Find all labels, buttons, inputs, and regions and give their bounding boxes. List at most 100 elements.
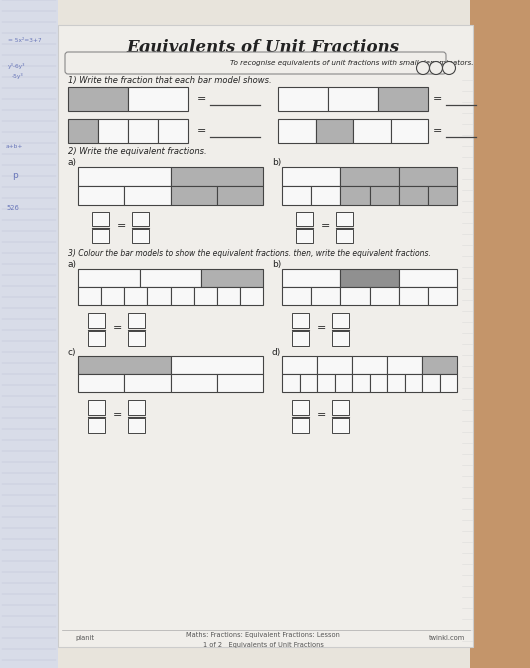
Text: 3) Colour the bar models to show the equivalent fractions. then, write the equiv: 3) Colour the bar models to show the equ… [68, 248, 431, 257]
Text: =: = [113, 323, 122, 333]
Bar [128, 400, 145, 415]
Bar [171, 287, 193, 305]
Bar [282, 186, 311, 205]
Bar [278, 87, 328, 111]
Bar [296, 229, 313, 243]
Bar [92, 212, 109, 226]
Bar [336, 212, 353, 226]
Bar [193, 287, 217, 305]
Text: =: = [434, 126, 443, 136]
Bar [78, 287, 101, 305]
Bar [340, 287, 369, 305]
Bar [439, 374, 457, 392]
Bar [282, 287, 311, 305]
Bar [78, 186, 124, 205]
Text: twinkl.com: twinkl.com [429, 635, 465, 641]
Text: b): b) [272, 261, 281, 269]
Bar [140, 269, 201, 287]
Text: 526: 526 [6, 205, 19, 211]
Text: 2) Write the equivalent fractions.: 2) Write the equivalent fractions. [68, 148, 207, 156]
Text: To recognise equivalents of unit fractions with small denominators.: To recognise equivalents of unit fractio… [230, 60, 473, 66]
Bar [340, 186, 369, 205]
Bar [124, 374, 171, 392]
Bar [68, 87, 128, 111]
Bar [171, 186, 217, 205]
Text: =: = [434, 94, 443, 104]
Bar [352, 374, 369, 392]
Bar [240, 287, 263, 305]
Bar [470, 0, 530, 668]
Bar [311, 186, 340, 205]
Bar [332, 400, 349, 415]
Text: = 5x²=3+7: = 5x²=3+7 [8, 38, 42, 43]
Bar [399, 287, 428, 305]
Bar [399, 167, 457, 186]
Bar [292, 400, 309, 415]
Bar [128, 418, 145, 433]
Bar [132, 212, 149, 226]
Bar [292, 331, 309, 346]
Text: -5y³: -5y³ [12, 73, 24, 79]
Bar [332, 331, 349, 346]
Text: =: = [317, 323, 326, 333]
Text: d): d) [272, 347, 281, 357]
Text: =: = [321, 221, 331, 231]
Circle shape [443, 61, 455, 75]
Bar [399, 269, 457, 287]
Bar [128, 313, 145, 328]
Bar [282, 269, 340, 287]
Text: a): a) [68, 158, 77, 168]
Bar [391, 119, 428, 143]
Bar [353, 119, 391, 143]
Bar [332, 418, 349, 433]
Bar [171, 356, 263, 374]
Text: Maths: Fractions: Equivalent Fractions: Lesson: Maths: Fractions: Equivalent Fractions: … [186, 632, 340, 638]
Bar [387, 356, 422, 374]
Bar [128, 119, 158, 143]
Bar [340, 269, 399, 287]
Bar [340, 167, 399, 186]
Bar [171, 374, 217, 392]
Text: 1) Write the fraction that each bar model shows.: 1) Write the fraction that each bar mode… [68, 75, 271, 84]
Bar [317, 356, 352, 374]
Bar [0, 0, 58, 668]
Text: =: = [197, 126, 207, 136]
Bar [124, 186, 171, 205]
Bar [317, 374, 334, 392]
Text: =: = [117, 221, 127, 231]
Bar [422, 356, 457, 374]
Text: p: p [12, 171, 17, 180]
Bar [88, 418, 105, 433]
Bar [292, 313, 309, 328]
Bar [147, 287, 171, 305]
Bar [217, 374, 263, 392]
Bar [369, 374, 387, 392]
Bar [336, 229, 353, 243]
Bar [387, 374, 404, 392]
Bar [101, 287, 124, 305]
Bar [296, 212, 313, 226]
Bar [334, 374, 352, 392]
Bar [369, 186, 399, 205]
Bar [311, 287, 340, 305]
Bar [88, 331, 105, 346]
Bar [315, 119, 353, 143]
Bar [282, 356, 317, 374]
Bar [282, 167, 340, 186]
Text: a+b+: a+b+ [6, 144, 23, 149]
Bar [132, 229, 149, 243]
Bar [58, 25, 473, 647]
Circle shape [429, 61, 443, 75]
Bar [98, 119, 128, 143]
FancyBboxPatch shape [65, 52, 446, 74]
Bar [78, 356, 171, 374]
Bar [399, 186, 428, 205]
Bar [128, 87, 188, 111]
Text: =: = [317, 410, 326, 420]
Bar [369, 287, 399, 305]
Bar [88, 313, 105, 328]
Text: =: = [197, 94, 207, 104]
Bar [292, 418, 309, 433]
Bar [422, 374, 439, 392]
Circle shape [417, 61, 429, 75]
